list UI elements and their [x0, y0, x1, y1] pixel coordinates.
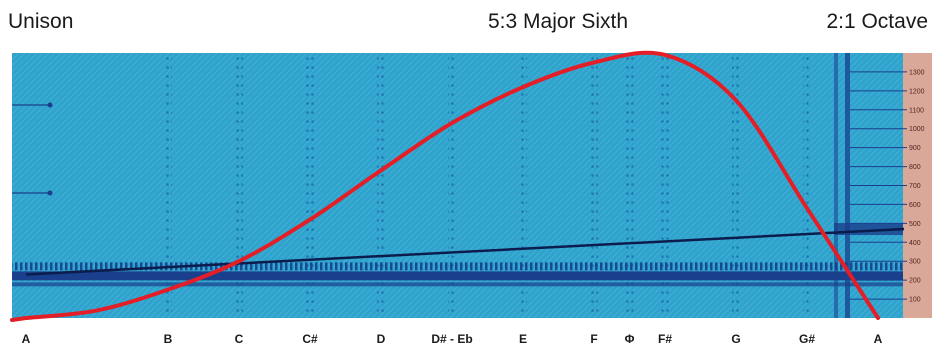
note-label: E	[519, 332, 527, 346]
note-label: A	[874, 332, 883, 346]
note-column	[235, 53, 243, 318]
note-label: D	[377, 332, 386, 346]
y-tick-label: 1300	[909, 69, 925, 76]
frequency-axis: 100 200 300 400 500 600 700 800 900 1000 1100 1200 1…	[850, 53, 932, 318]
note-label: F	[590, 332, 597, 346]
note-label: F#	[658, 332, 672, 346]
harmonic-band	[12, 262, 904, 271]
note-column	[625, 53, 634, 318]
y-tick-label: 500	[909, 221, 921, 228]
note-column	[661, 53, 669, 318]
note-label: C	[235, 332, 244, 346]
y-tick-label: 1100	[909, 107, 924, 114]
y-tick-label: 200	[909, 278, 921, 285]
unison-label: Unison	[8, 10, 74, 33]
note-axis: A B C C# D D# - Eb E F Φ F# G G# A	[22, 332, 883, 346]
note-column	[732, 53, 740, 318]
fundamental-band-lower	[12, 282, 904, 287]
octave-band	[845, 53, 850, 318]
ascending-frequency-line	[25, 227, 905, 276]
consonance-curve	[10, 50, 880, 322]
note-label: G	[731, 332, 740, 346]
octave-label: 2:1 Octave	[826, 10, 928, 33]
fundamental-band	[12, 271, 904, 281]
y-tick-label: 400	[909, 240, 921, 247]
y-tick-label: 1000	[909, 126, 925, 133]
note-label: A	[22, 332, 31, 346]
note-label: Φ	[625, 332, 635, 346]
octave-band	[834, 53, 838, 318]
y-tick-label: 100	[909, 297, 921, 304]
note-label: C#	[302, 332, 318, 346]
y-tick-label: 900	[909, 145, 921, 152]
note-column	[590, 53, 598, 318]
note-label: D# - Eb	[431, 332, 472, 346]
major-sixth-label: 5:3 Major Sixth	[488, 10, 629, 33]
note-column	[164, 53, 172, 318]
marker-dot	[47, 102, 53, 108]
y-tick-label: 700	[909, 183, 921, 190]
y-tick-label: 300	[909, 259, 921, 266]
note-label: B	[164, 332, 173, 346]
consonance-curve-line	[10, 50, 880, 322]
frequency-lines	[25, 227, 905, 276]
note-column	[448, 53, 456, 318]
y-tick-label: 600	[909, 202, 921, 209]
note-column	[519, 53, 527, 318]
frequency-axis-strip	[903, 53, 932, 318]
marker-dot	[47, 190, 53, 196]
note-column	[377, 53, 385, 318]
y-tick-label: 1200	[909, 88, 925, 95]
note-label: G#	[799, 332, 815, 346]
y-tick-label: 800	[909, 164, 921, 171]
note-column	[306, 53, 314, 318]
note-column	[803, 53, 811, 318]
